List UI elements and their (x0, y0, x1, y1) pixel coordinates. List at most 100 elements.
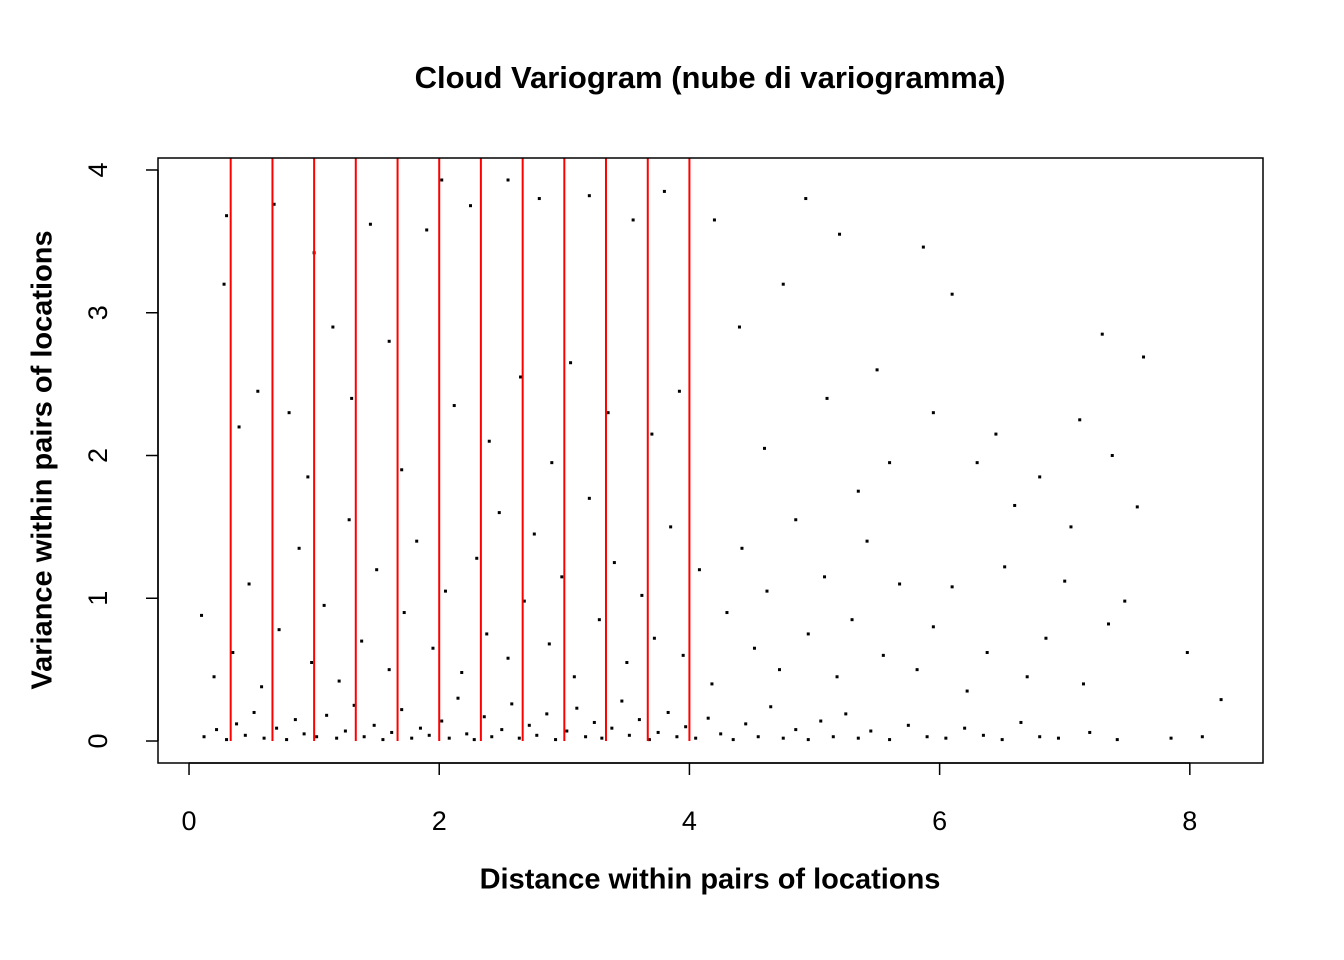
point (985, 651, 989, 655)
point (532, 532, 536, 536)
point (1135, 505, 1139, 509)
point (375, 568, 379, 572)
point (806, 738, 810, 742)
x-tick-label: 6 (932, 806, 947, 836)
point (731, 738, 735, 742)
point (285, 738, 289, 742)
point (740, 546, 744, 550)
point (212, 675, 216, 679)
point (1019, 720, 1023, 724)
point (1200, 735, 1204, 739)
point (402, 611, 406, 615)
x-tick-label: 2 (432, 806, 447, 836)
point (1038, 735, 1042, 739)
point (387, 668, 391, 672)
point (888, 738, 892, 742)
point (347, 518, 351, 522)
point (225, 738, 229, 742)
point (287, 411, 291, 415)
point (360, 639, 364, 643)
y-tick-label: 4 (83, 162, 113, 177)
point (517, 736, 521, 740)
point (569, 361, 573, 365)
x-tick-label: 0 (182, 806, 197, 836)
point (472, 738, 476, 742)
point (482, 715, 486, 719)
point (684, 725, 688, 729)
point (262, 736, 266, 740)
point (856, 489, 860, 493)
point (597, 618, 601, 622)
point (631, 218, 635, 222)
point (725, 611, 729, 615)
point (387, 339, 391, 343)
point (506, 178, 510, 182)
point (500, 728, 504, 732)
point (1038, 475, 1042, 479)
point (752, 646, 756, 650)
point (465, 732, 469, 736)
point (584, 735, 588, 739)
point (343, 729, 347, 733)
point (898, 582, 902, 586)
point (302, 732, 306, 736)
point (1107, 622, 1111, 626)
point (856, 736, 860, 740)
point (522, 599, 526, 603)
point (560, 575, 564, 579)
point (400, 468, 404, 472)
point (819, 719, 823, 723)
point (794, 728, 798, 732)
point (362, 735, 366, 739)
point (769, 705, 773, 709)
point (550, 461, 554, 465)
point (456, 696, 460, 700)
point (575, 706, 579, 710)
point (215, 728, 219, 732)
point (390, 730, 394, 734)
point (1069, 525, 1073, 529)
point (256, 389, 260, 393)
point (440, 719, 444, 723)
point (681, 653, 685, 657)
point (1185, 651, 1189, 655)
point (497, 511, 501, 515)
point (331, 325, 335, 329)
point (519, 375, 523, 379)
point (315, 735, 319, 739)
point (869, 729, 873, 733)
point (950, 585, 954, 589)
point (506, 656, 510, 660)
point (781, 736, 785, 740)
point (352, 703, 356, 707)
point (612, 561, 616, 565)
point (669, 525, 673, 529)
point (427, 733, 431, 737)
point (527, 723, 531, 727)
point (310, 660, 314, 664)
y-tick-label: 0 (83, 733, 113, 748)
point (694, 736, 698, 740)
point (1169, 736, 1173, 740)
point (640, 593, 644, 597)
point (965, 689, 969, 693)
point (931, 411, 935, 415)
point (647, 738, 651, 742)
point (620, 699, 624, 703)
point (415, 539, 419, 543)
point (881, 653, 885, 657)
point (610, 726, 614, 730)
point (915, 668, 919, 672)
point (252, 710, 256, 714)
point (460, 670, 464, 674)
point (838, 232, 842, 236)
point (606, 411, 610, 415)
point (231, 651, 235, 655)
point (306, 475, 310, 479)
point (756, 735, 760, 739)
point (1081, 682, 1085, 686)
point (587, 194, 591, 198)
point (243, 733, 247, 737)
